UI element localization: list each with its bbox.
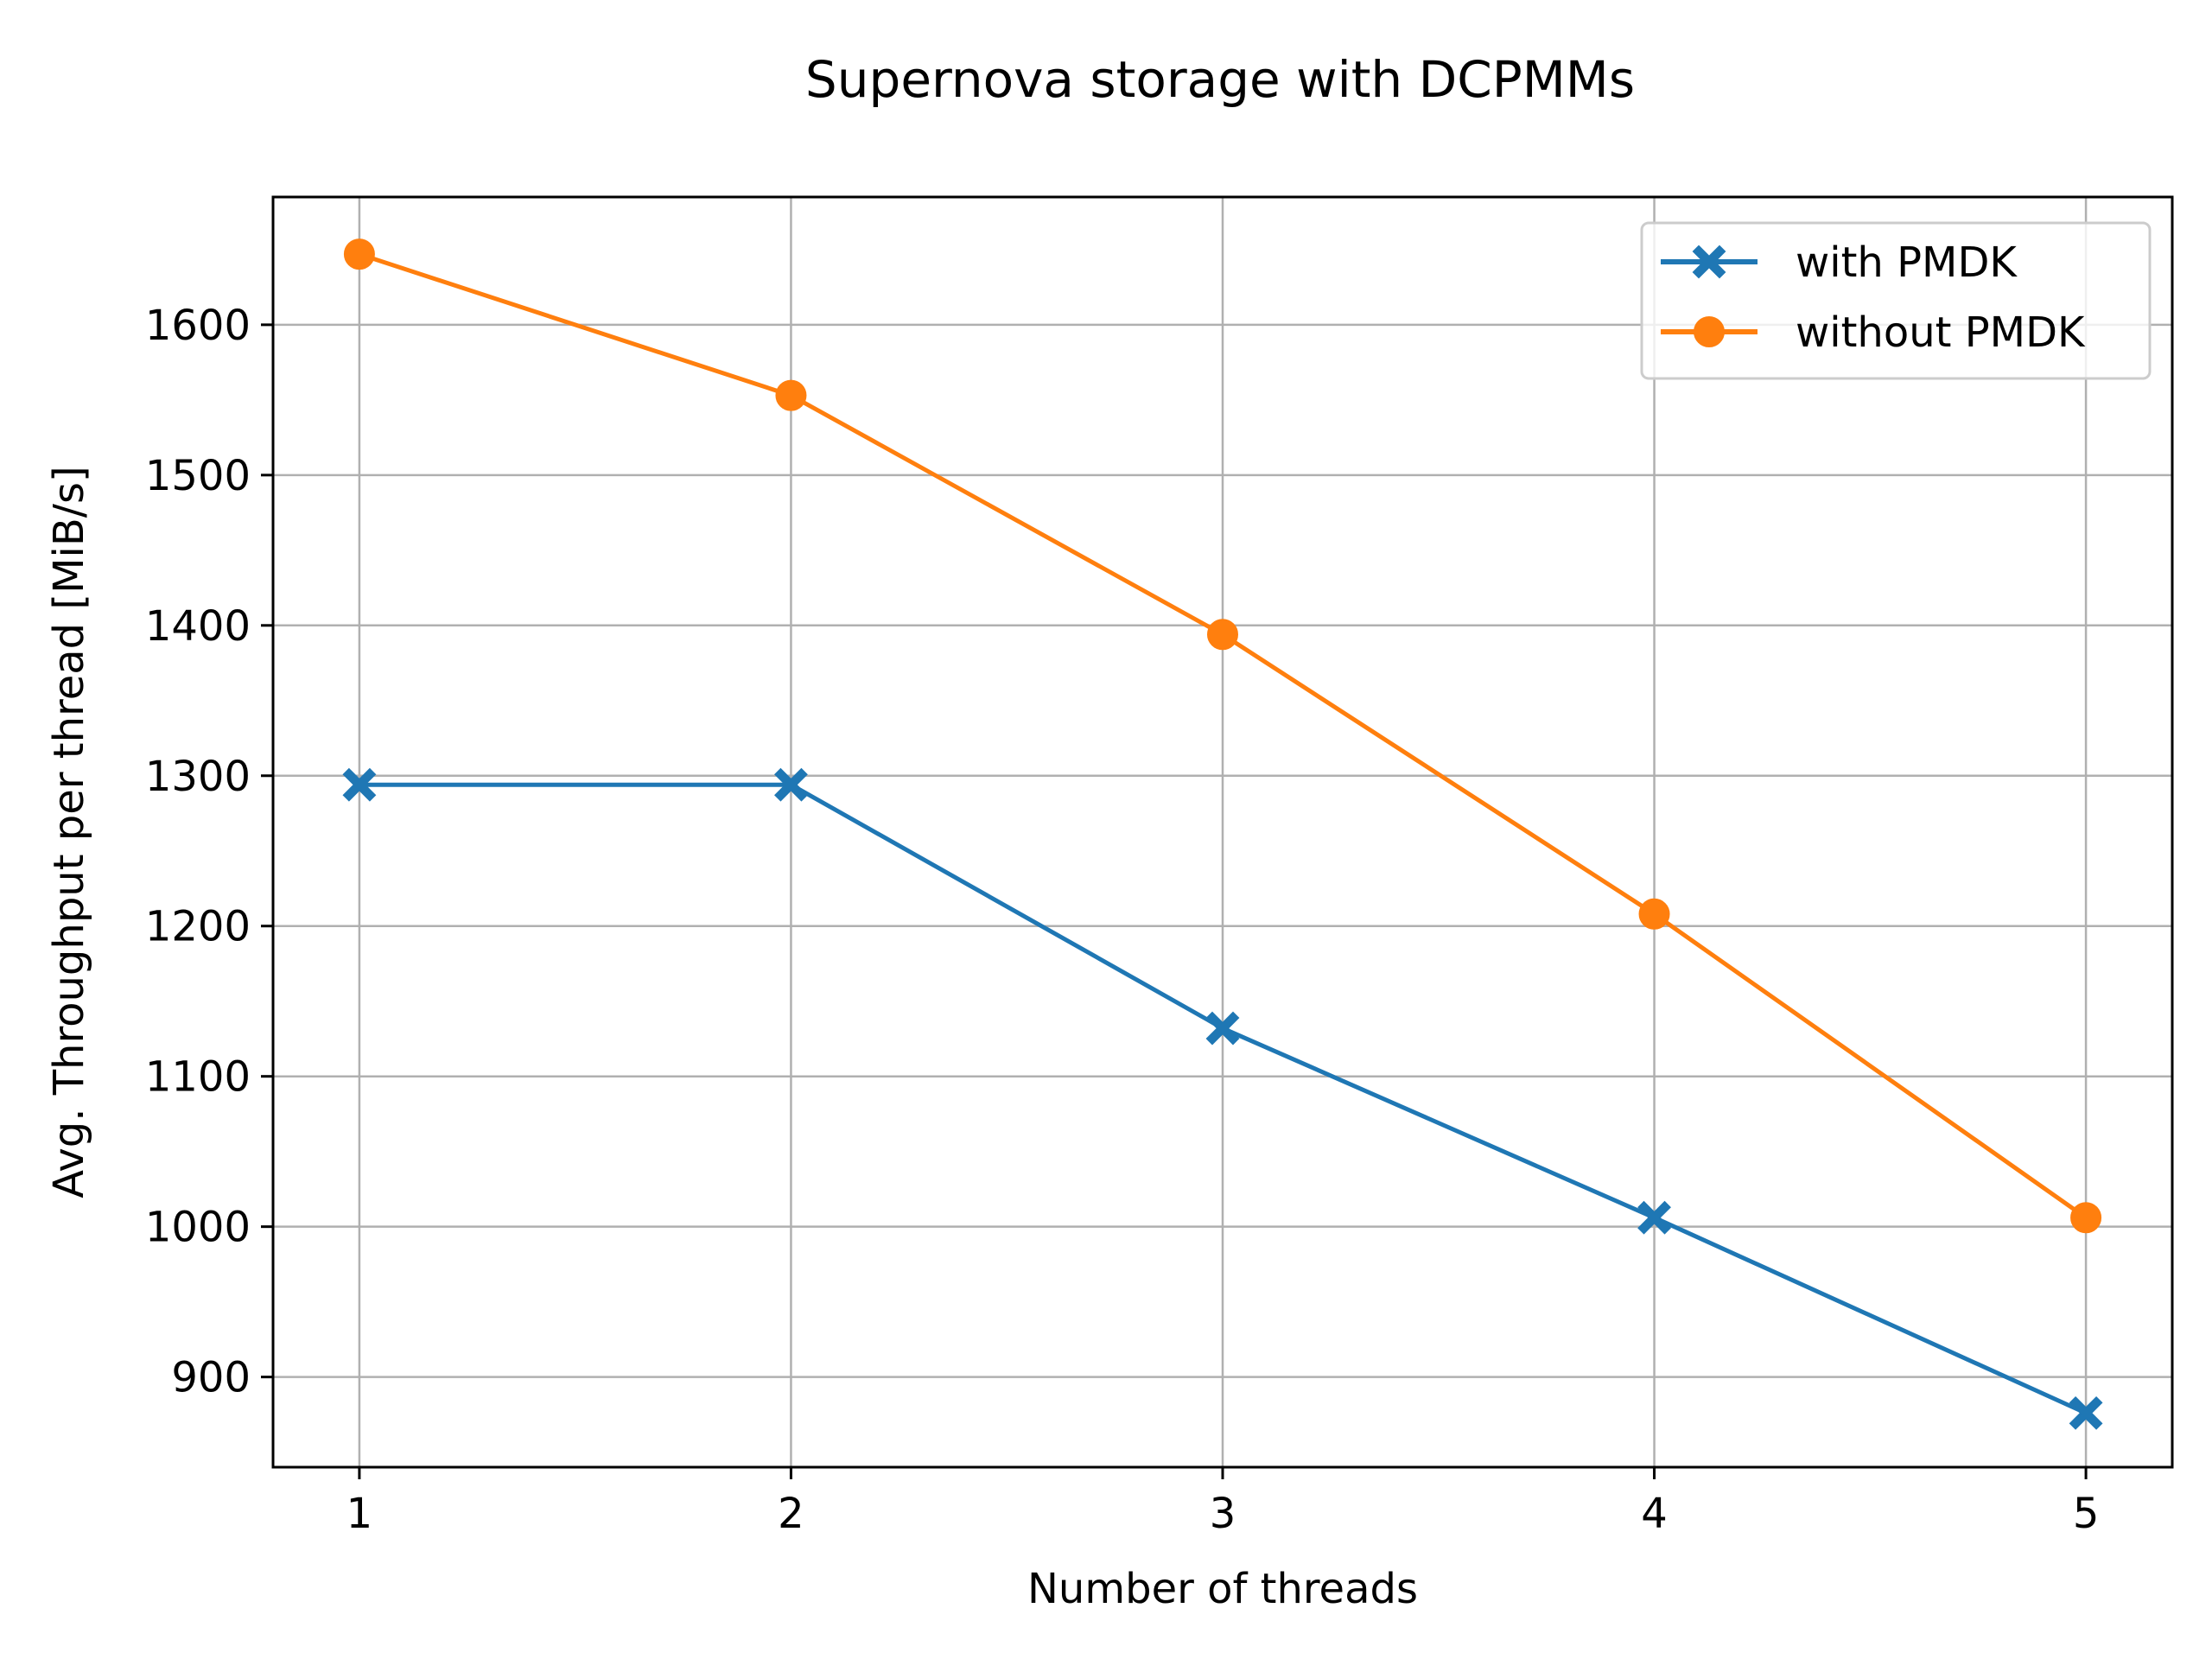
y-tick-label: 1500 [145,452,251,500]
legend-label-with-pmdk: with PMDK [1796,238,2018,287]
chart-title: Supernova storage with DCPMMs [805,50,1635,109]
data-point-without-pmdk [1207,619,1238,651]
legend-marker-without-pmdk [1694,316,1725,347]
legend: with PMDK without PMDK [1640,221,2152,380]
data-point-with-pmdk [1637,1200,1671,1235]
data-point-without-pmdk [775,379,807,411]
axis-ticks: 1 2 3 4 5 900 1000 1100 1200 1300 1400 1500 1600 [145,302,2100,1538]
series-layer [342,238,2103,1430]
y-tick-label: 1400 [145,602,251,651]
legend-frame [1640,221,2152,380]
y-tick-label: 1100 [145,1053,251,1102]
legend-label-without-pmdk: without PMDK [1796,308,2086,357]
y-tick-label: 1200 [145,903,251,951]
x-tick-label: 1 [346,1490,373,1538]
data-point-without-pmdk [343,238,375,270]
data-point-with-pmdk [1205,1011,1240,1046]
y-axis-label: Avg. Throughput per thread [MiB/s] [45,466,93,1198]
data-point-with-pmdk [774,767,808,802]
data-point-with-pmdk [342,767,377,802]
data-point-without-pmdk [2070,1202,2102,1234]
x-tick-label: 4 [1641,1490,1668,1538]
x-axis-label: Number of threads [1027,1565,1418,1613]
x-tick-label: 5 [2073,1490,2100,1538]
data-point-with-pmdk [2069,1395,2103,1430]
y-tick-label: 1600 [145,302,251,350]
x-tick-label: 3 [1210,1490,1236,1538]
x-tick-label: 2 [778,1490,804,1538]
y-tick-label: 1000 [145,1204,251,1252]
y-tick-label: 900 [171,1354,251,1402]
data-point-without-pmdk [1638,898,1670,930]
legend-marker-with-pmdk [1692,245,1726,279]
y-tick-label: 1300 [145,753,251,801]
